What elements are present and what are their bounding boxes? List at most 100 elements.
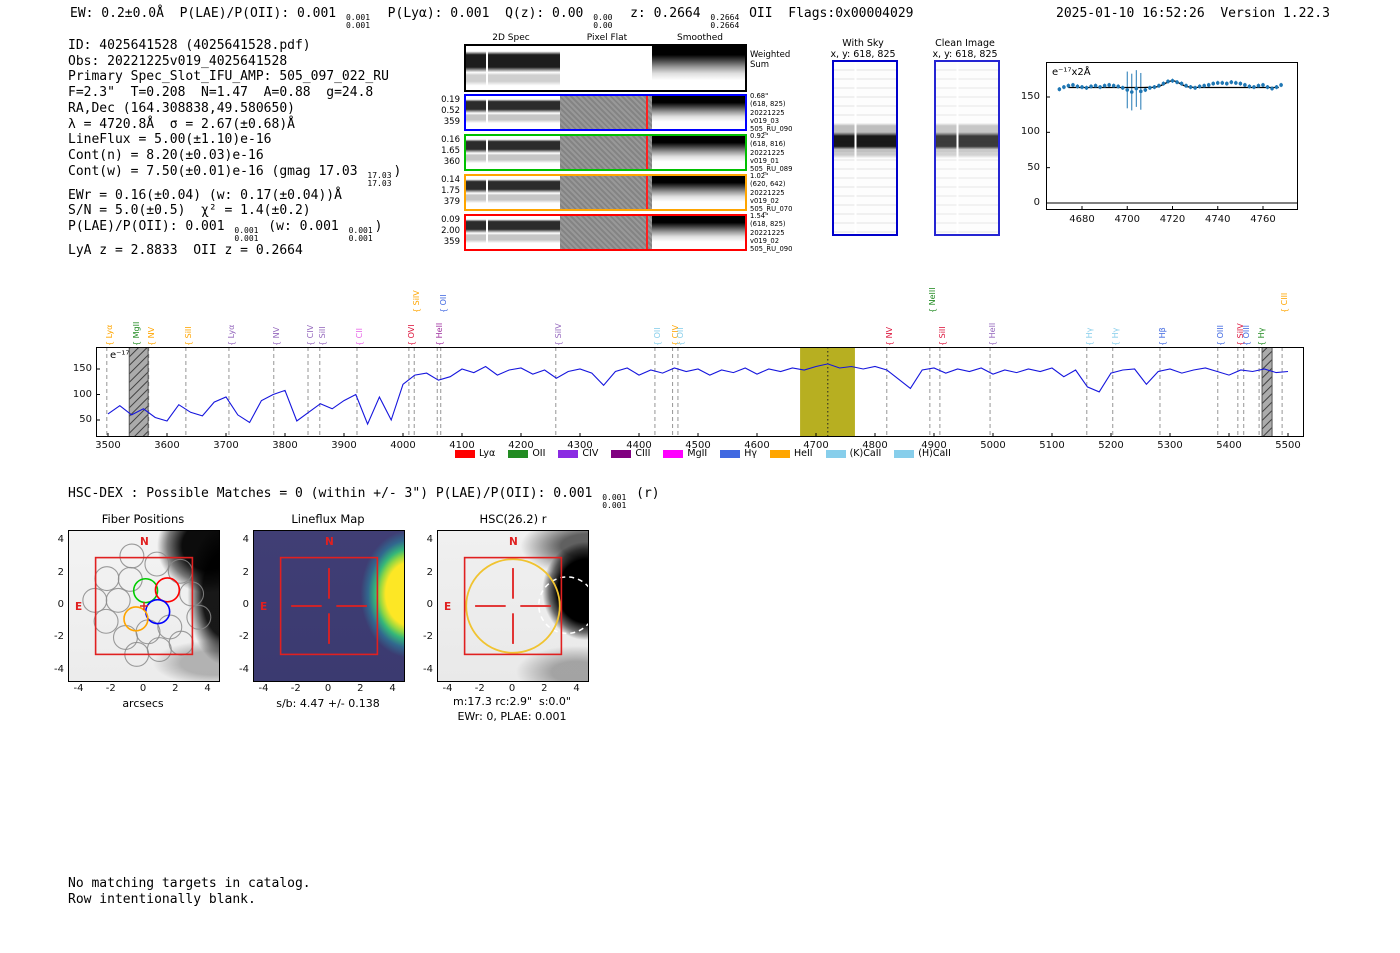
legend-label: CIV (582, 448, 599, 459)
info-line: Cont(w) = 7.50(±0.01)e-16 (gmag 17.03 17… (68, 163, 402, 188)
stacked-fraction: 0.00 0.00 (593, 13, 613, 30)
fiber-gap (486, 176, 488, 209)
spectrum-xtick-label: 4000 (390, 440, 416, 451)
legend-item: (H)CaII (894, 448, 951, 459)
data-point (1279, 83, 1283, 87)
panel-ytick-label: 2 (426, 566, 433, 578)
fiber-circle (168, 630, 194, 656)
cutout-left-value: 379 (443, 197, 460, 207)
2dspec-strip (466, 216, 560, 249)
spectrum-xtick-label: 4200 (508, 440, 534, 451)
legend-swatch (825, 449, 846, 458)
data-point (1084, 86, 1089, 90)
legend-swatch (455, 449, 475, 458)
spectrum-xtick-label: 5200 (1098, 440, 1124, 451)
spectrum-xtick-label: 4700 (803, 440, 829, 451)
data-point (1111, 83, 1116, 88)
info-line: LineFlux = 5.00(±1.10)e-16 (68, 132, 272, 148)
spectrum-line-label: { Hγ (1110, 327, 1120, 346)
spectrum-xtick-label: 4400 (626, 440, 652, 451)
stacked-fraction: 0.001 0.001 (602, 493, 627, 510)
fiber-circle (146, 637, 172, 663)
info-line: LyA z = 2.8833 OII z = 0.2664 (68, 243, 303, 259)
spectrum-line-label: { OVI (406, 324, 416, 346)
cutout-row-right-labels: 0.92" (618, 816) 20221225 v019_01 505_RU_089 (750, 132, 792, 173)
cutout-row (464, 134, 747, 171)
spectrum-xtick-label: 5500 (1275, 440, 1301, 451)
data-point (1270, 86, 1274, 91)
panel-xtick-label: 0 (508, 683, 516, 694)
pixelflat-strip (560, 216, 652, 249)
cutout-right-value: 20221225 (750, 148, 785, 157)
spectrum-legend: Lyα OII CIV CIII MgII Hγ HeII (K)CaII (H)CaII (455, 448, 951, 459)
emission-marker-line (646, 216, 648, 249)
emission-marker-line (646, 176, 648, 209)
north-label: N (140, 536, 149, 548)
spectrum-line-label: { OII (438, 294, 448, 313)
selected-fiber-circle (132, 577, 159, 604)
data-point (1274, 85, 1279, 89)
cutout-right-value: 505_RU_090 (750, 125, 793, 134)
spectrum-xtick-label: 4800 (862, 440, 888, 451)
cutout-right-value: 1.54" (750, 212, 769, 220)
cutout-row (464, 94, 747, 131)
info-line: ID: 4025641528 (4025641528.pdf) (68, 38, 311, 53)
lineflux-panel-title: Lineflux Map (291, 512, 365, 526)
info-line: RA,Dec (164.308838,49.580650) (68, 100, 295, 116)
panel-ytick-label: 4 (57, 534, 64, 546)
legend-item: OII (508, 448, 545, 459)
data-point (1129, 90, 1134, 94)
hsc-panel-title: HSC(26.2) r (479, 512, 547, 526)
cutout-left-value: 359 (443, 237, 460, 247)
data-point (1170, 78, 1175, 83)
spectrum-xtick-label: 4900 (921, 440, 947, 451)
cutout-right-value: v019_02 (750, 236, 780, 245)
fit-xtick-label: 4760 (1250, 214, 1276, 225)
cutout-left-value: 0.19 (441, 95, 460, 105)
stacked-fraction: 0.001 0.001 (348, 226, 373, 244)
lineflux-xlabel: s/b: 4.47 +/- 0.138 (276, 697, 380, 710)
fiber-circle (94, 566, 120, 592)
smoothed-strip (652, 136, 745, 169)
data-point (1234, 81, 1238, 85)
legend-label: (K)CaII (849, 448, 882, 459)
spectrum-line-label: { OII (675, 327, 685, 346)
data-point (1166, 79, 1170, 84)
data-point (1211, 81, 1216, 86)
data-point (1184, 83, 1188, 88)
footer-note: No matching targets in catalog. Row inten… (68, 876, 311, 907)
cutout-left-value: 1.75 (441, 186, 460, 196)
data-point (1261, 83, 1265, 87)
panel-xtick-label: 4 (204, 683, 211, 694)
spectrum-flux-line (107, 363, 1289, 426)
cutout-left-value: 0.16 (441, 135, 460, 145)
cutout-right-value: 20221225 (750, 188, 785, 197)
legend-swatch (558, 449, 579, 458)
info-line: F=2.3" T=0.208 N=1.47 A=0.88 g=24.8 (68, 85, 374, 101)
cutout-left-value: 0.52 (441, 106, 460, 116)
fit-ytick-label: 150 (1020, 90, 1040, 102)
fit-ytick-label: 100 (1020, 126, 1040, 138)
fiber-panel-svg: NE (75, 536, 212, 667)
panel-ytick-label: -4 (239, 663, 249, 675)
fiber-circle (112, 624, 138, 650)
panel-xtick-label: -2 (474, 683, 485, 694)
legend-swatch (508, 449, 529, 458)
panel-ytick-label: -4 (54, 663, 64, 675)
legend-label: Lyα (479, 448, 496, 459)
legend-item: MgII (663, 448, 707, 459)
cutout-row-left-labels: 0.19 0.52 359 (420, 95, 460, 128)
spectrum-xtick-label: 3800 (272, 440, 298, 451)
spectrum-line-label: { CII (354, 328, 364, 346)
spectrum-line-label: { SiII (937, 326, 947, 346)
spectrum-xtick-label: 3900 (331, 440, 357, 451)
data-point (1098, 85, 1102, 89)
cutout-left-value: 359 (443, 117, 460, 127)
legend-swatch (611, 449, 632, 458)
spectrum-line-label: { HeII (988, 322, 998, 346)
data-point (1057, 87, 1062, 92)
data-point (1075, 84, 1080, 89)
